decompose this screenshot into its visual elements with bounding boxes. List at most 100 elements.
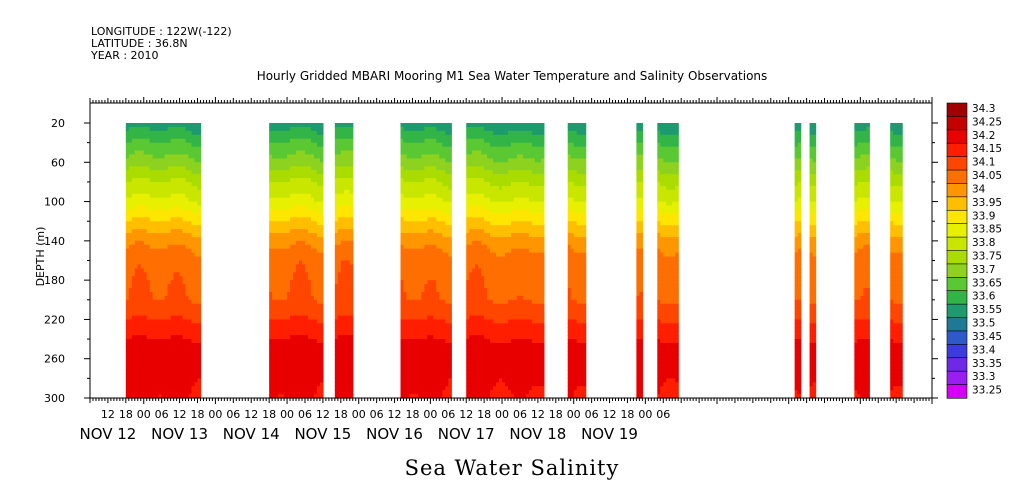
salinity-cell	[179, 323, 184, 328]
salinity-cell	[134, 225, 139, 230]
salinity-cell	[188, 252, 193, 258]
salinity-cell	[442, 291, 446, 297]
salinity-cell	[284, 331, 288, 336]
salinity-cell	[316, 166, 321, 171]
salinity-cell	[301, 335, 306, 340]
salinity-cell	[161, 319, 166, 324]
salinity-cell	[170, 311, 175, 317]
salinity-cell	[293, 260, 297, 266]
salinity-cell	[307, 233, 312, 238]
salinity-cell	[170, 386, 175, 391]
salinity-cell	[272, 162, 276, 167]
salinity-cell	[340, 374, 345, 379]
salinity-cell	[272, 307, 276, 313]
salinity-cell	[310, 331, 315, 336]
salinity-cell	[478, 197, 482, 203]
salinity-cell	[284, 248, 288, 254]
salinity-cell	[194, 189, 199, 195]
salinity-cell	[170, 354, 175, 360]
salinity-cell	[176, 394, 181, 399]
salinity-cell	[445, 303, 449, 309]
salinity-cell	[179, 205, 184, 211]
salinity-cell	[128, 134, 133, 140]
salinity-cell	[475, 142, 479, 148]
salinity-cell	[406, 181, 411, 187]
salinity-cell	[131, 174, 136, 179]
salinity-cell	[475, 178, 479, 183]
salinity-cell	[167, 343, 172, 348]
salinity-cell	[176, 170, 181, 175]
salinity-cell	[278, 158, 282, 163]
salinity-cell	[421, 248, 426, 254]
salinity-cell	[436, 205, 440, 211]
salinity-cell	[167, 181, 172, 187]
salinity-cell	[158, 346, 163, 352]
salinity-cell	[424, 217, 428, 222]
salinity-cell	[409, 197, 414, 203]
salinity-cell	[164, 229, 169, 234]
salinity-cell	[161, 130, 166, 136]
salinity-cell	[319, 374, 324, 379]
salinity-cell	[182, 323, 187, 328]
salinity-cell	[406, 390, 411, 395]
salinity-cell	[182, 319, 187, 324]
salinity-cell	[469, 311, 473, 317]
salinity-cell	[191, 343, 196, 348]
salinity-cell	[337, 248, 342, 254]
salinity-cell	[334, 394, 339, 399]
salinity-cell	[179, 358, 184, 364]
salinity-cell	[179, 260, 184, 266]
salinity-cell	[293, 123, 297, 128]
salinity-cell	[472, 291, 476, 297]
salinity-cell	[445, 394, 449, 399]
salinity-cell	[296, 174, 300, 179]
salinity-cell	[304, 303, 309, 309]
salinity-cell	[296, 311, 300, 317]
salinity-cell	[293, 217, 297, 222]
salinity-cell	[301, 260, 306, 266]
salinity-cell	[433, 252, 437, 258]
salinity-cell	[472, 154, 476, 159]
salinity-cell	[191, 350, 196, 356]
salinity-cell	[334, 315, 339, 321]
salinity-cell	[346, 335, 351, 340]
salinity-cell	[343, 205, 348, 211]
salinity-cell	[472, 138, 476, 144]
salinity-cell	[349, 150, 354, 156]
salinity-cell	[149, 323, 154, 328]
salinity-cell	[299, 178, 303, 183]
salinity-cell	[188, 181, 193, 187]
salinity-cell	[433, 390, 437, 395]
salinity-cell	[281, 311, 285, 317]
salinity-cell	[131, 374, 136, 379]
salinity-cell	[179, 217, 184, 222]
salinity-cell	[418, 260, 423, 266]
salinity-cell	[167, 390, 172, 395]
salinity-cell	[131, 343, 136, 348]
salinity-cell	[269, 146, 273, 152]
salinity-cell	[188, 280, 193, 285]
salinity-cell	[415, 189, 420, 195]
salinity-cell	[313, 331, 318, 336]
salinity-cell	[337, 366, 342, 372]
salinity-cell	[125, 185, 130, 191]
salinity-cell	[304, 268, 309, 273]
salinity-cell	[185, 193, 190, 199]
salinity-cell	[472, 126, 476, 132]
salinity-cell	[194, 142, 199, 148]
salinity-cell	[176, 209, 181, 214]
salinity-cell	[349, 284, 354, 289]
salinity-cell	[337, 252, 342, 258]
salinity-cell	[448, 276, 452, 281]
salinity-cell	[287, 181, 291, 187]
salinity-cell	[185, 366, 190, 372]
salinity-cell	[176, 154, 181, 159]
salinity-cell	[466, 130, 470, 136]
salinity-cell	[185, 146, 190, 152]
salinity-cell	[287, 189, 291, 195]
salinity-cell	[173, 252, 178, 258]
salinity-cell	[137, 303, 142, 309]
salinity-cell	[290, 166, 294, 171]
salinity-cell	[170, 327, 175, 332]
salinity-cell	[436, 244, 440, 250]
